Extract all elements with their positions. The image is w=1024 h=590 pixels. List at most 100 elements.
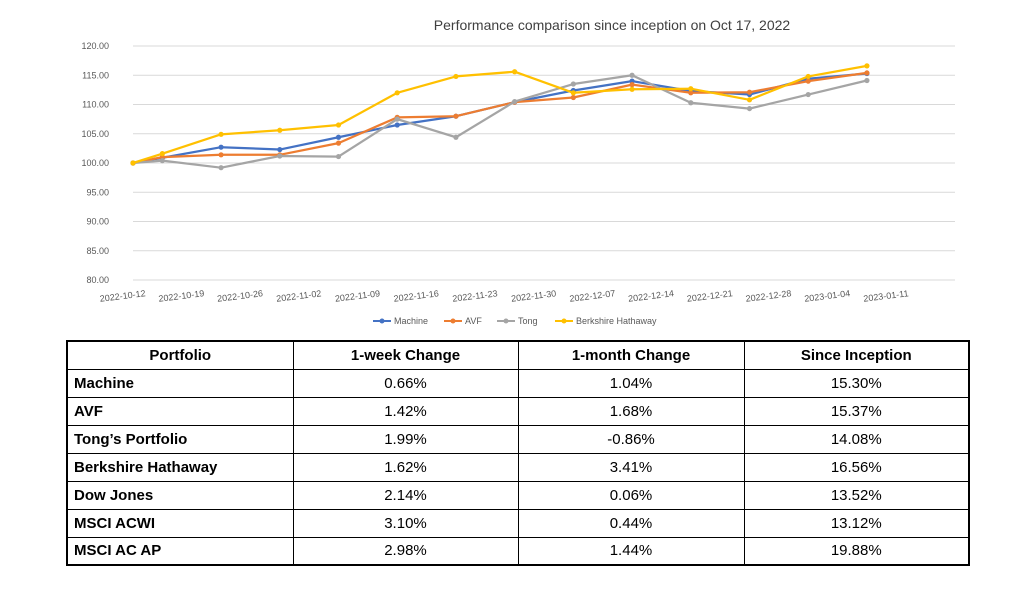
data-point xyxy=(629,86,635,92)
data-point xyxy=(218,152,224,158)
data-point xyxy=(277,146,283,153)
performance-table-wrapper: Portfolio 1-week Change 1-month Change S… xyxy=(66,340,970,566)
table-header-row: Portfolio 1-week Change 1-month Change S… xyxy=(66,340,970,370)
series-machine xyxy=(130,70,870,166)
legend-label: Berkshire Hathaway xyxy=(576,316,657,326)
data-point xyxy=(688,100,694,106)
data-point xyxy=(570,94,576,101)
value-cell: 1.99% xyxy=(292,424,519,454)
series-avf xyxy=(130,70,870,166)
data-point xyxy=(453,73,459,80)
data-point xyxy=(218,144,224,150)
portfolio-name-cell: AVF xyxy=(66,396,294,426)
value-cell: -0.86% xyxy=(517,424,745,454)
data-point xyxy=(688,90,694,96)
data-point xyxy=(746,89,753,95)
header-since-inception: Since Inception xyxy=(743,340,970,370)
y-tick-label: 90.00 xyxy=(86,217,109,227)
y-tick-label: 105.00 xyxy=(81,129,109,139)
data-point xyxy=(629,82,635,88)
legend-entry: Tong xyxy=(497,316,538,326)
value-cell: 3.41% xyxy=(517,452,745,482)
portfolio-name-cell: Berkshire Hathaway xyxy=(66,452,294,482)
x-tick-label: 2022-12-14 xyxy=(628,288,675,304)
legend-label: AVF xyxy=(465,316,482,326)
portfolio-name-cell: MSCI ACWI xyxy=(66,508,294,538)
value-cell: 2.98% xyxy=(292,536,519,566)
data-point xyxy=(335,122,342,128)
y-tick-label: 100.00 xyxy=(81,158,109,168)
x-tick-label: 2022-11-02 xyxy=(276,288,322,303)
table-row: Berkshire Hathaway 1.62% 3.41% 16.56% xyxy=(66,452,970,482)
data-point xyxy=(159,151,165,157)
value-cell: 3.10% xyxy=(292,508,519,538)
x-tick-label: 2022-11-16 xyxy=(393,288,439,303)
data-point xyxy=(805,73,811,80)
header-portfolio: Portfolio xyxy=(66,340,294,370)
table-row: Dow Jones 2.14% 0.06% 13.52% xyxy=(66,480,970,510)
data-point xyxy=(335,134,342,140)
performance-chart: Performance comparison since inception o… xyxy=(81,17,955,326)
data-point xyxy=(394,122,400,128)
chart-legend: Machine AVF Tong Berkshire Hathaway xyxy=(373,316,657,326)
data-point xyxy=(335,140,342,146)
y-axis-ticks: 80.00 85.00 90.00 95.00 100.00 105.00 110.00 11… xyxy=(81,41,109,285)
header-1-week-change: 1-week Change xyxy=(292,340,519,370)
data-point xyxy=(394,116,400,122)
x-tick-label: 2022-10-19 xyxy=(158,288,205,304)
data-point xyxy=(159,158,165,164)
table-row: AVF 1.42% 1.68% 15.37% xyxy=(66,396,970,426)
data-point xyxy=(864,77,870,84)
data-point xyxy=(453,134,459,140)
legend-marker xyxy=(450,318,456,324)
legend-marker xyxy=(561,318,567,324)
data-point xyxy=(864,70,870,76)
legend-label: Machine xyxy=(394,316,428,326)
legend-entry: Machine xyxy=(373,316,428,326)
table-row: Tong’s Portfolio 1.99% -0.86% 14.08% xyxy=(66,424,970,454)
chart-title: Performance comparison since inception o… xyxy=(434,17,791,33)
x-axis-ticks: 2022-10-12 2022-10-19 2022-10-26 2022-11-02… xyxy=(99,288,909,304)
performance-table: Portfolio 1-week Change 1-month Change S… xyxy=(66,340,970,566)
x-tick-label: 2023-01-04 xyxy=(804,288,851,304)
data-point xyxy=(277,153,283,159)
y-tick-label: 80.00 xyxy=(86,275,109,285)
data-point xyxy=(512,69,518,75)
data-point xyxy=(218,131,224,137)
data-point xyxy=(570,81,576,87)
series-line xyxy=(132,72,868,165)
value-cell: 14.08% xyxy=(743,424,970,454)
series-line xyxy=(132,64,868,165)
legend-label: Tong xyxy=(518,316,538,326)
x-tick-label: 2022-10-26 xyxy=(217,288,264,304)
portfolio-name-cell: Dow Jones xyxy=(66,480,294,510)
data-point xyxy=(218,165,224,171)
value-cell: 1.68% xyxy=(517,396,745,426)
x-tick-label: 2022-12-28 xyxy=(745,288,792,304)
y-tick-label: 85.00 xyxy=(86,246,109,256)
value-cell: 13.52% xyxy=(743,480,970,510)
table-row: MSCI ACWI 3.10% 0.44% 13.12% xyxy=(66,508,970,538)
legend-entry: AVF xyxy=(444,316,482,326)
value-cell: 0.66% xyxy=(292,368,519,398)
series-line xyxy=(132,71,868,165)
data-point xyxy=(512,98,518,105)
legend-marker xyxy=(379,318,385,324)
series-line xyxy=(132,74,868,169)
data-point xyxy=(746,97,753,103)
value-cell: 2.14% xyxy=(292,480,519,510)
value-cell: 1.04% xyxy=(517,368,745,398)
x-tick-label: 2022-11-09 xyxy=(334,288,380,303)
data-point xyxy=(805,78,811,84)
data-point xyxy=(277,127,283,133)
grid-lines xyxy=(133,45,955,281)
x-tick-label: 2022-11-23 xyxy=(452,288,498,303)
value-cell: 15.30% xyxy=(743,368,970,398)
x-tick-label: 2022-12-21 xyxy=(686,288,733,304)
y-tick-label: 115.00 xyxy=(82,70,109,80)
y-tick-label: 120.00 xyxy=(81,41,109,51)
value-cell: 0.44% xyxy=(517,508,745,538)
table-row: MSCI AC AP 2.98% 1.44% 19.88% xyxy=(66,536,970,566)
x-tick-label: 2022-10-12 xyxy=(99,288,146,304)
portfolio-name-cell: Tong’s Portfolio xyxy=(66,424,294,454)
